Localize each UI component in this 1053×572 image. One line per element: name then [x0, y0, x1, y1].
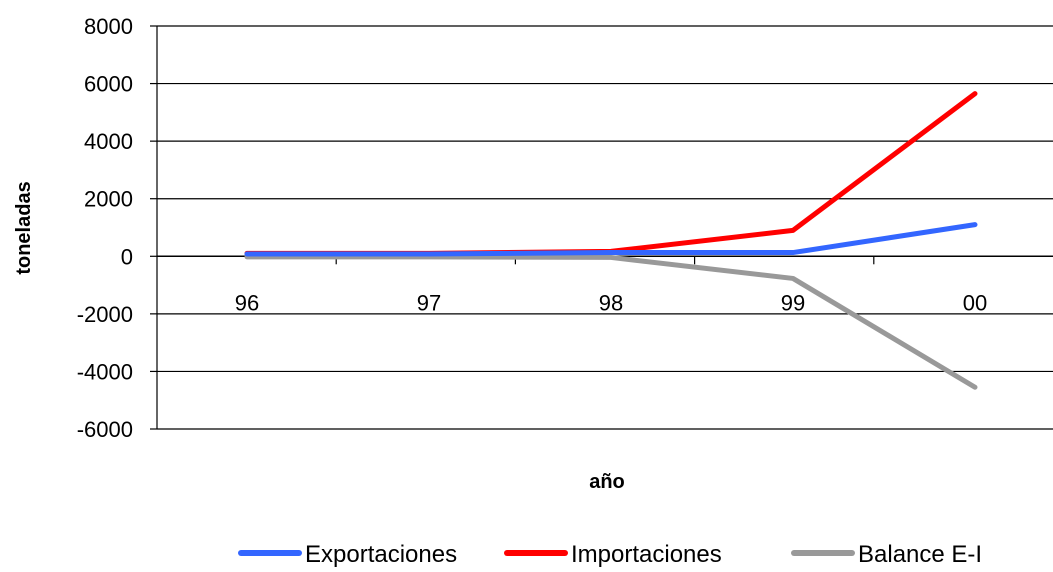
- y-tick-label: 4000: [84, 129, 133, 154]
- axes: [150, 25, 1053, 430]
- y-tick-label: -4000: [77, 359, 133, 384]
- legend-label: Exportaciones: [305, 541, 457, 568]
- series-lines: [244, 91, 978, 390]
- y-tick-label: -6000: [77, 417, 133, 442]
- y-tick-label: 8000: [84, 14, 133, 39]
- y-axis-tick-labels: 8000 6000 4000 2000 0 -2000 -4000 -6000: [77, 14, 133, 442]
- legend: Exportaciones Importaciones Balance E-I: [238, 541, 982, 568]
- legend-label: Balance E-I: [858, 541, 982, 568]
- y-tick-label: 0: [121, 244, 133, 269]
- x-tick-label: 98: [599, 290, 623, 315]
- x-axis-tick-labels: 96 97 98 99 00: [235, 290, 987, 315]
- x-tick-label: 00: [963, 290, 987, 315]
- series-line: [244, 91, 978, 256]
- series-line: [244, 254, 978, 390]
- gridlines: [157, 25, 1053, 430]
- y-tick-label: 6000: [84, 72, 133, 97]
- y-axis-title: toneladas: [13, 181, 35, 274]
- x-tick-label: 96: [235, 290, 259, 315]
- x-axis-title: año: [589, 471, 625, 493]
- y-tick-label: 2000: [84, 187, 133, 212]
- x-tick-label: 97: [417, 290, 441, 315]
- series-line: [244, 222, 978, 257]
- legend-label: Importaciones: [571, 541, 722, 568]
- y-tick-label: -2000: [77, 302, 133, 327]
- x-tick-label: 99: [781, 290, 805, 315]
